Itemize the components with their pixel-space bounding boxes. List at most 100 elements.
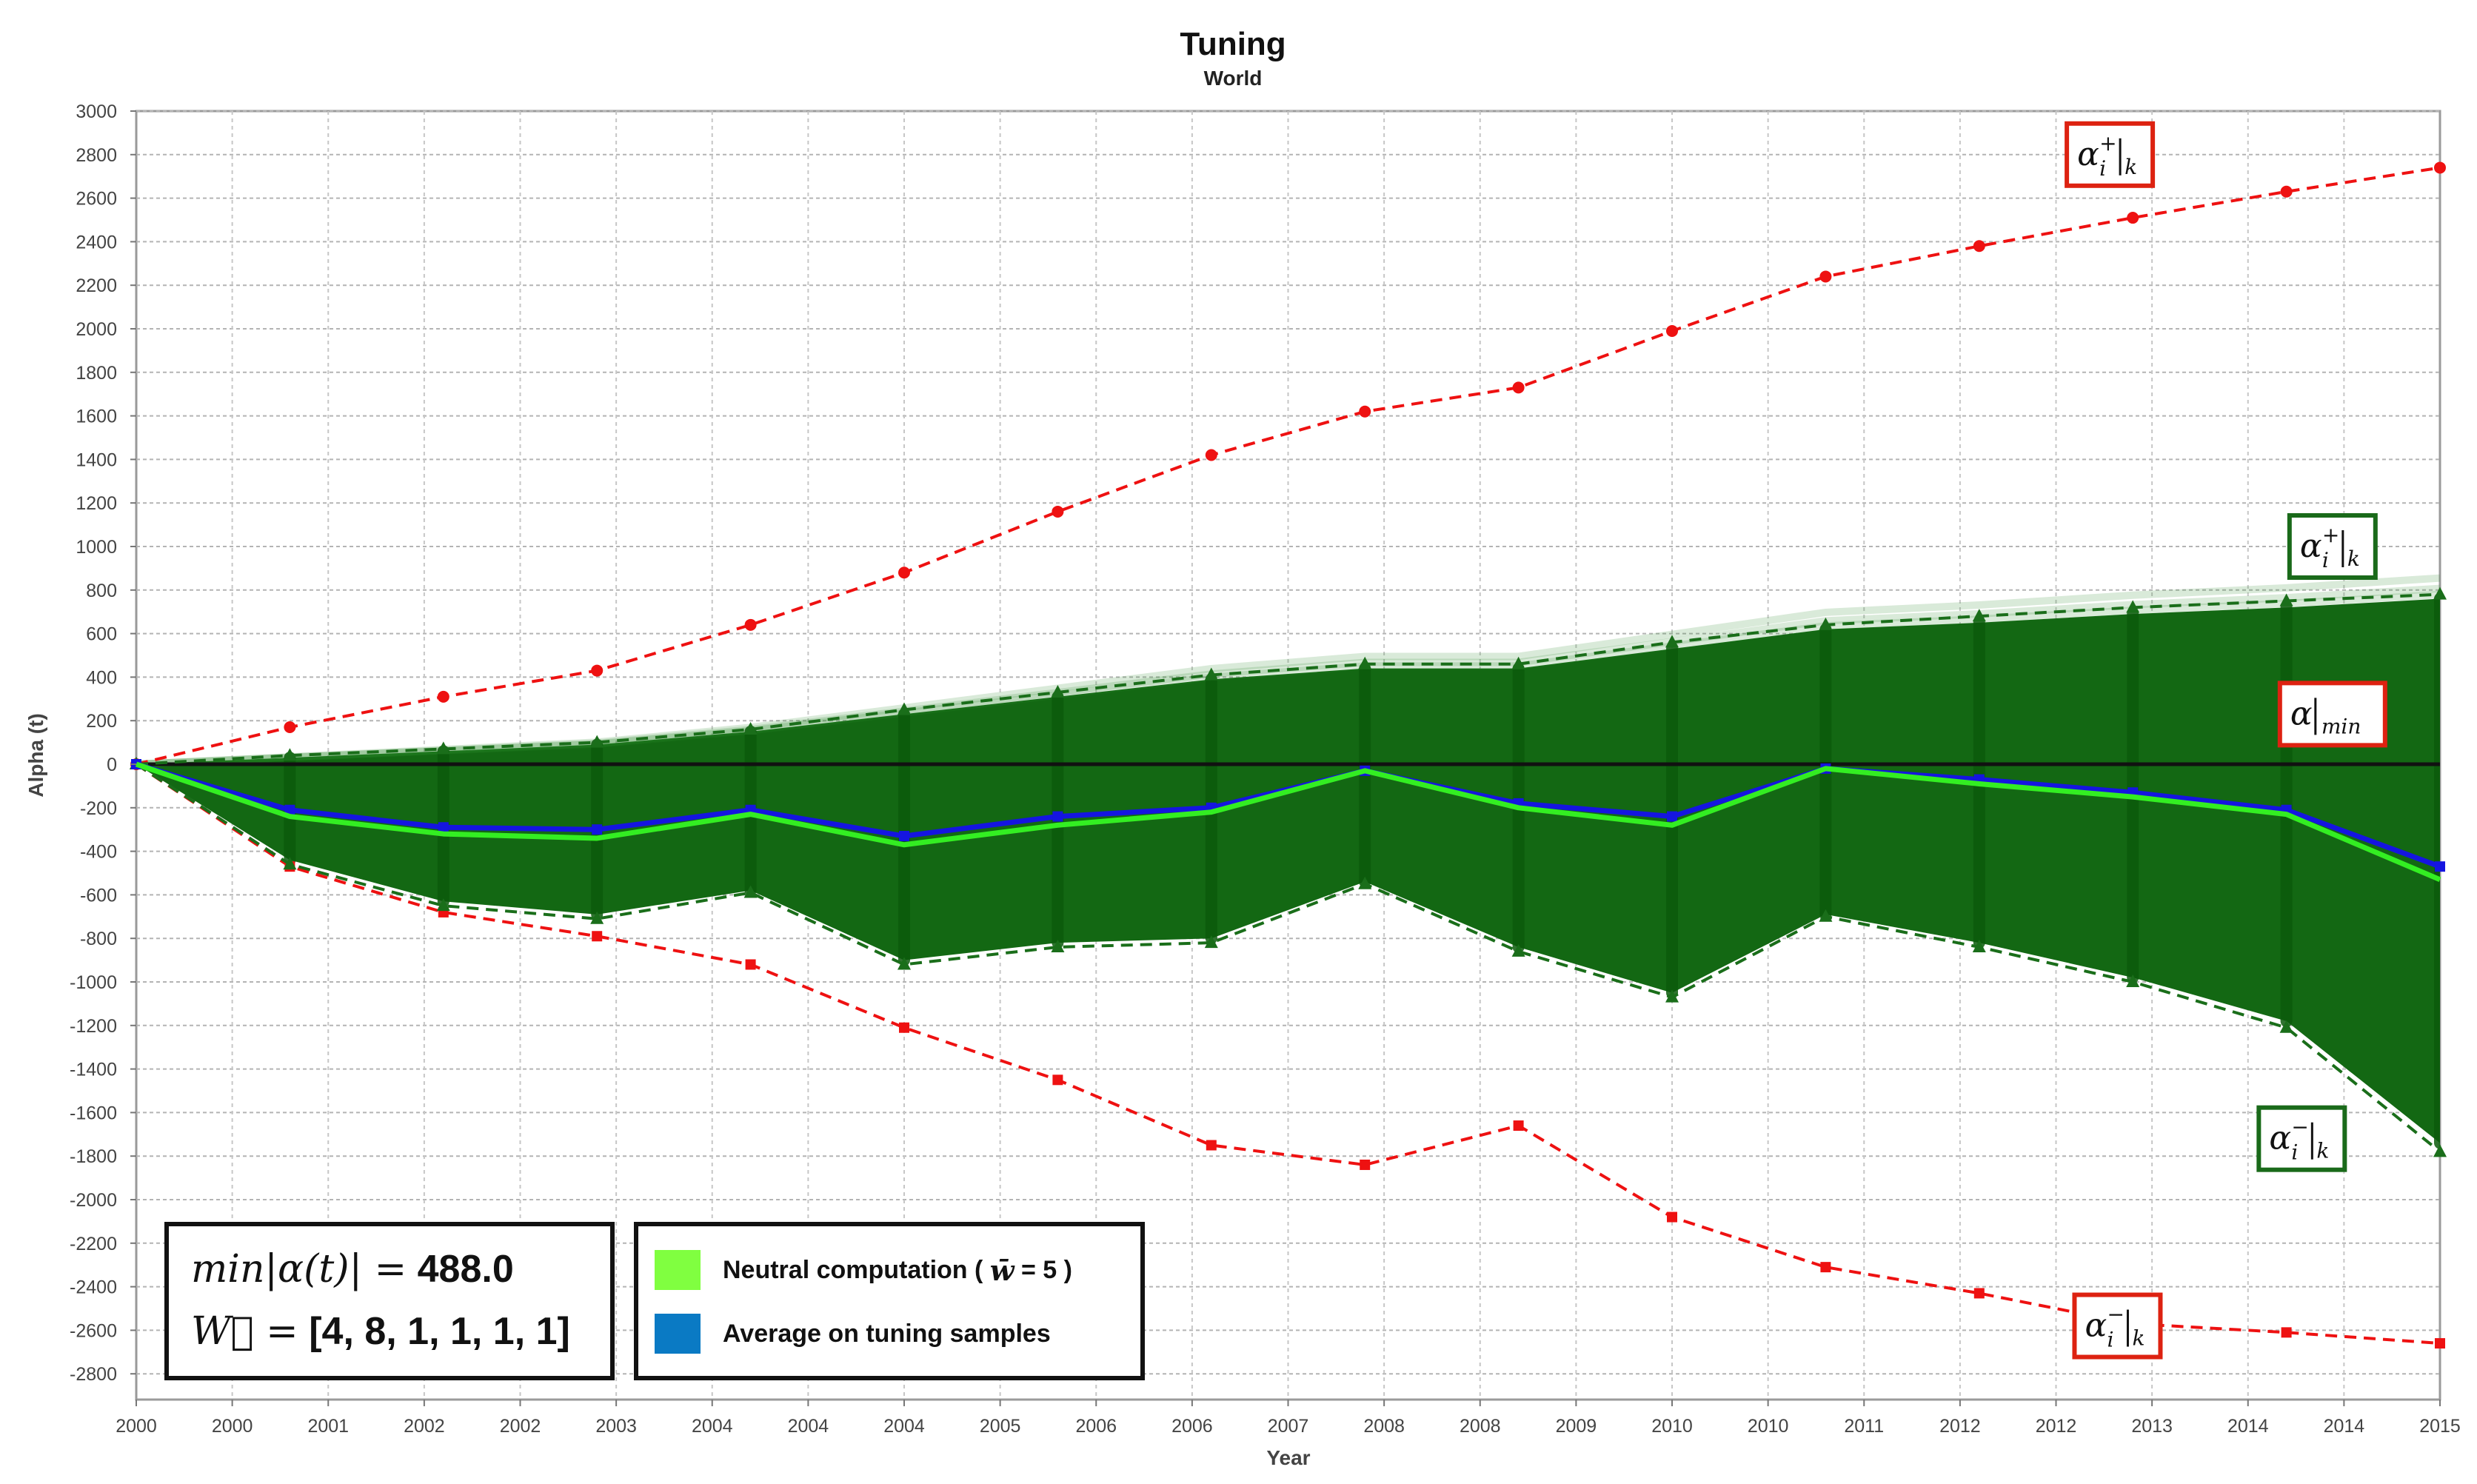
min-alpha-expr: min|α(t)| = [191, 1247, 407, 1291]
data-point [1819, 909, 1833, 922]
sample-band-fringe [136, 590, 2440, 768]
data-point [1819, 270, 1832, 283]
data-point [2126, 600, 2140, 613]
y-axis-label: Alpha (t) [24, 713, 47, 798]
data-point [1359, 405, 1371, 418]
y-tick-label: 800 [86, 581, 117, 601]
annotation-green-upper: α +i k [2287, 513, 2378, 580]
data-point [283, 748, 297, 761]
annotation-tail: min [2321, 714, 2361, 738]
x-tick-label: 2006 [1171, 1416, 1213, 1437]
data-point [590, 735, 604, 748]
series-green-upper [130, 586, 2447, 769]
data-point [2126, 975, 2140, 987]
y-tick-label: 600 [86, 624, 117, 645]
data-point [436, 898, 450, 912]
data-point [743, 885, 758, 898]
series-line [136, 592, 2441, 766]
data-point [2435, 1338, 2445, 1349]
data-point [1512, 381, 1525, 394]
data-point [899, 831, 909, 842]
data-point [591, 664, 604, 677]
series-group [130, 161, 2447, 1349]
annotation-alpha: α [2077, 136, 2099, 173]
annotation-red-lower: α −i k [2072, 1292, 2163, 1360]
legend-math-w: w̄ [989, 1253, 1014, 1287]
y-tick-label: -2200 [70, 1234, 117, 1254]
x-tick-label: 2000 [212, 1416, 253, 1437]
annotation-box [2065, 121, 2156, 188]
data-point [1972, 609, 1986, 622]
min-alpha-value: 488.0 [417, 1248, 514, 1291]
y-tick-label: 2400 [76, 232, 117, 253]
y-tick-label: -600 [80, 885, 117, 906]
x-tick-label: 2002 [500, 1416, 541, 1437]
annotation-box [2287, 513, 2378, 580]
min-alpha-line: min|α(t)| = 488.0 [191, 1247, 514, 1291]
y-ticks: 3000280026002400220020001800160014001200… [70, 101, 136, 1385]
annotation-box [2072, 1292, 2163, 1360]
y-tick-label: 1200 [76, 493, 117, 514]
data-point [284, 721, 296, 734]
x-tick-label: 2010 [1651, 1416, 1693, 1437]
annotation-tail: k [2347, 547, 2360, 571]
data-point [1973, 1288, 1985, 1299]
legend-label-average: Average on tuning samples [723, 1319, 1051, 1348]
data-point [590, 911, 604, 924]
data-point [436, 741, 450, 755]
data-point [1511, 656, 1525, 669]
x-tick-label: 2002 [404, 1416, 445, 1437]
x-tick-label: 2014 [2227, 1416, 2269, 1437]
y-tick-label: -1600 [70, 1103, 117, 1123]
series-line [135, 763, 2441, 1153]
x-tick-label: 2009 [1556, 1416, 1597, 1437]
x-tick-label: 2001 [307, 1416, 349, 1437]
annotation-green-lower: α −i k [2256, 1105, 2347, 1172]
data-point [897, 957, 911, 970]
annotation-tail: k [2125, 155, 2137, 179]
data-point [1972, 939, 1986, 952]
annotation-sub: i [2291, 1140, 2298, 1165]
annotation-sup: − [2291, 1115, 2308, 1140]
annotation-sub: i [2107, 1328, 2113, 1352]
weights-value: [4, 8, 1, 1, 1, 1] [309, 1310, 570, 1353]
x-tick-label: 2007 [1268, 1416, 1309, 1437]
data-point [2435, 861, 2445, 872]
data-point [1666, 324, 1678, 337]
y-tick-label: -2800 [70, 1364, 117, 1385]
data-point [2280, 185, 2293, 198]
data-point [1358, 656, 1372, 669]
x-tick-label: 2012 [2036, 1416, 2077, 1437]
data-point [1665, 635, 1679, 648]
x-tick-label: 2014 [2324, 1416, 2365, 1437]
annotation-box [2277, 681, 2387, 748]
x-axis-label: Year [1266, 1446, 1310, 1469]
y-tick-label: 3000 [76, 101, 117, 122]
sample-band-fringe [136, 574, 2440, 768]
data-point [1204, 667, 1218, 681]
data-point [1206, 1140, 1217, 1151]
y-tick-label: -1200 [70, 1016, 117, 1037]
data-point [745, 959, 756, 970]
data-point [437, 690, 449, 703]
data-point [2279, 1020, 2293, 1033]
y-tick-label: -2400 [70, 1277, 117, 1298]
legend-item-neutral: Neutral computation ( w̄ = 5 ) [655, 1250, 1072, 1290]
y-tick-label: 1400 [76, 449, 117, 470]
x-tick-label: 2005 [980, 1416, 1021, 1437]
x-tick-label: 2013 [2131, 1416, 2173, 1437]
y-tick-label: 1800 [76, 363, 117, 384]
annotation-alpha: α [2300, 527, 2322, 565]
data-point [1360, 1159, 1371, 1170]
data-point [743, 721, 758, 735]
sample-band-fill [136, 598, 2440, 1143]
annotation-sup: − [2107, 1303, 2124, 1327]
weights-line: W⃗ = [4, 8, 1, 1, 1, 1] [191, 1309, 570, 1354]
series-line [135, 761, 2441, 883]
data-point [1205, 449, 1217, 461]
y-tick-label: -200 [80, 798, 117, 819]
y-tick-label: 200 [86, 711, 117, 732]
data-point [1667, 811, 1677, 822]
